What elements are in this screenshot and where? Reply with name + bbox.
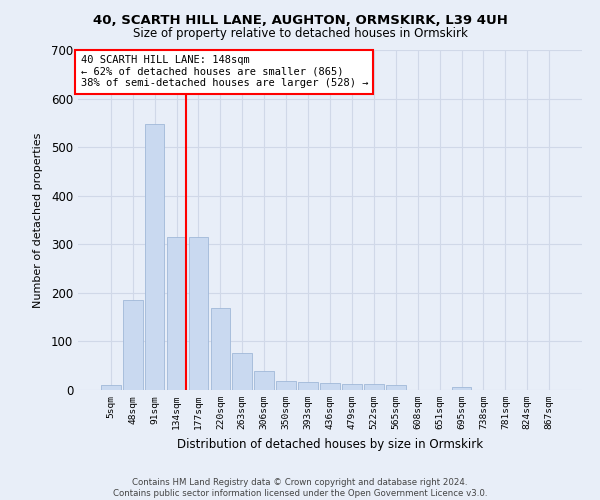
Bar (123, 300, 143, 390)
Bar (167, 236, 187, 390)
Text: Size of property relative to detached houses in Ormskirk: Size of property relative to detached ho… (133, 28, 467, 40)
Bar (101, 385, 121, 390)
Bar (364, 384, 384, 390)
Bar (232, 352, 252, 390)
Bar (254, 370, 274, 390)
Bar (188, 236, 208, 390)
Bar (320, 382, 340, 390)
Bar (211, 308, 230, 390)
Text: Contains HM Land Registry data © Crown copyright and database right 2024.
Contai: Contains HM Land Registry data © Crown c… (113, 478, 487, 498)
Bar (298, 382, 318, 390)
Bar (386, 385, 406, 390)
Bar (145, 124, 164, 390)
Text: 40 SCARTH HILL LANE: 148sqm
← 62% of detached houses are smaller (865)
38% of se: 40 SCARTH HILL LANE: 148sqm ← 62% of det… (80, 55, 368, 88)
Bar (342, 384, 362, 390)
Bar (276, 382, 296, 390)
Y-axis label: Number of detached properties: Number of detached properties (32, 132, 43, 308)
Bar (452, 386, 472, 390)
X-axis label: Distribution of detached houses by size in Ormskirk: Distribution of detached houses by size … (177, 438, 483, 450)
Text: 40, SCARTH HILL LANE, AUGHTON, ORMSKIRK, L39 4UH: 40, SCARTH HILL LANE, AUGHTON, ORMSKIRK,… (92, 14, 508, 27)
